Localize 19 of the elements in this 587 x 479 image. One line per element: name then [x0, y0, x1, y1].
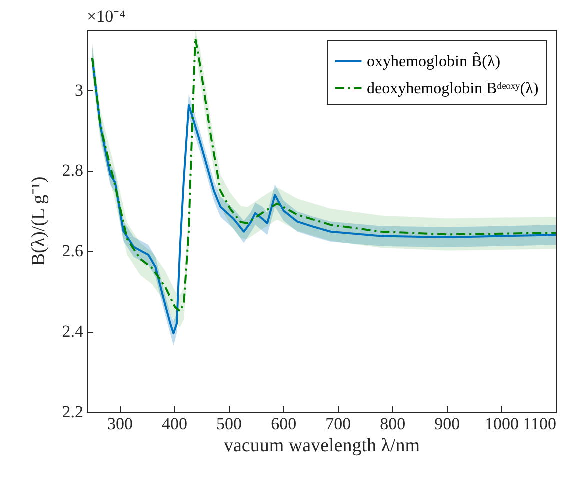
legend-label: oxyhemoglobin B̂(λ) [367, 51, 501, 70]
y-axis-title: B(λ)/(L g⁻¹) [28, 176, 50, 266]
y-tick-label: 2.6 [62, 242, 84, 261]
legend-label: deoxyhemoglobin Bᵈᵉᵒˣʸ(λ) [367, 80, 539, 98]
x-tick-label: 400 [162, 414, 188, 434]
y-tick-label: 3 [75, 80, 84, 100]
x-tick-label: 500 [216, 414, 242, 434]
x-tick-label: 300 [107, 414, 133, 434]
x-tick-label: 1100 [523, 414, 556, 434]
x-axis-title: vacuum wavelength λ/nm [224, 436, 420, 456]
x-tick-label: 900 [434, 414, 460, 434]
y-tick-label: 2.4 [62, 322, 84, 342]
y-tick-label: 2.8 [62, 161, 84, 180]
x-tick-label: 800 [380, 414, 406, 434]
y-tick-label: 2.2 [62, 402, 84, 422]
x-tick-label: 700 [326, 414, 352, 434]
x-tick-label: 600 [271, 414, 297, 434]
x-tick-label: 1000 [484, 414, 519, 434]
text: ×10⁻⁴ [87, 7, 126, 26]
